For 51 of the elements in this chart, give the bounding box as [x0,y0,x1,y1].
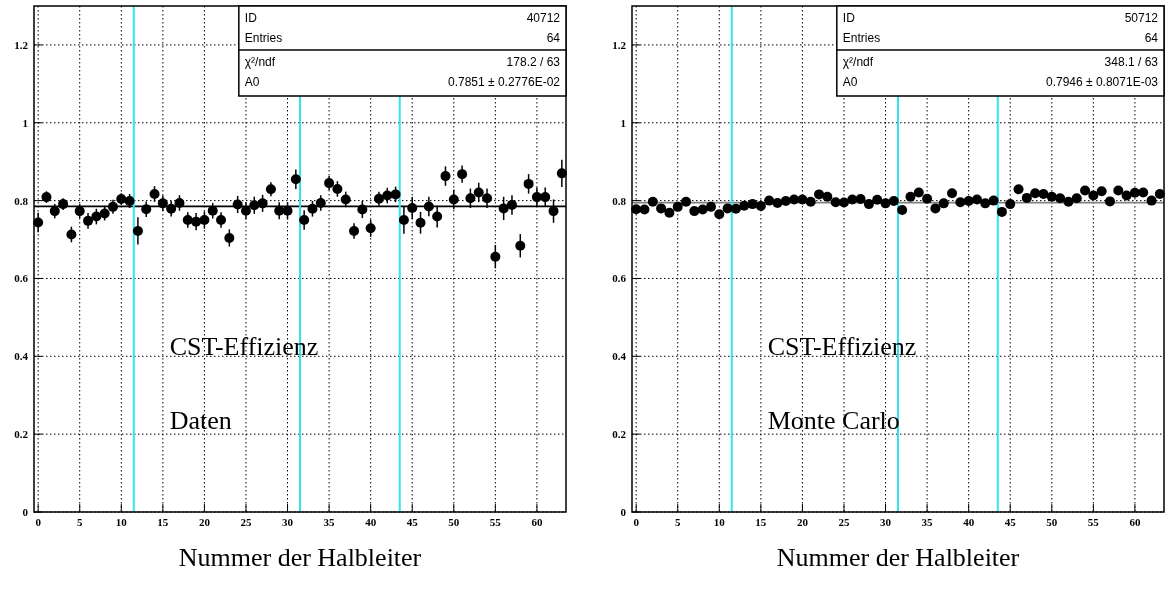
x-tick-label: 10 [713,516,726,528]
y-tick-label: 1 [620,116,626,129]
x-tick-label: 60 [531,516,543,528]
x-axis-title: Nummer der Halbleiter [776,543,1020,572]
y-tick-label: 0.4 [14,350,29,363]
x-tick-label: 30 [880,516,892,528]
y-tick-label: 0.4 [612,350,627,363]
text: Entries 64 [842,31,1158,45]
x-tick-label: 20 [796,516,809,528]
text: χ²/ndf 178.2 / 63 [244,55,560,69]
x-tick-label: 15 [755,516,767,528]
x-tick-label: 50 [1046,516,1058,528]
x-tick-label: 40 [365,516,377,528]
y-tick-label: 0.8 [612,194,627,207]
text: A0 0.7946 ± 0.8071E-03 [842,75,1158,89]
y-tick-label: 1 [22,116,28,129]
x-tick-label: 25 [240,516,252,528]
x-tick-label: 35 [323,516,336,528]
x-tick-label: 0 [633,516,640,528]
y-tick-label: 0.6 [14,272,29,285]
x-axis-title: Nummer der Halbleiter [178,543,422,572]
y-tick-label: 0.6 [612,272,627,285]
x-tick-label: 45 [1004,516,1017,528]
y-tick-label: 0 [22,506,29,518]
y-tick-label: 0.2 [14,428,29,441]
text: A0 0.7851 ± 0.2776E-02 [244,75,560,89]
x-tick-label: 55 [489,516,502,528]
text: Entries 64 [244,31,560,45]
x-tick-label: 50 [448,516,460,528]
x-tick-label: 45 [406,516,419,528]
y-tick-label: 0.8 [14,194,29,207]
y-tick-label: 1.2 [14,38,29,51]
x-tick-label: 0 [35,516,42,528]
y-tick-label: 1.2 [612,38,627,51]
x-tick-label: 25 [838,516,850,528]
text: ID 40712 [244,11,560,25]
text: χ²/ndf 348.1 / 63 [842,55,1158,69]
x-tick-label: 20 [198,516,211,528]
x-tick-label: 5 [76,516,83,528]
x-tick-label: 60 [1129,516,1141,528]
y-tick-label: 0.2 [612,428,627,441]
x-tick-label: 55 [1087,516,1100,528]
annotation: Daten [169,405,232,435]
x-tick-label: 15 [157,516,169,528]
x-tick-label: 30 [282,516,294,528]
x-tick-label: 40 [963,516,975,528]
x-tick-label: 35 [921,516,934,528]
text: ID 50712 [842,11,1158,25]
x-tick-label: 5 [674,516,681,528]
y-tick-label: 0 [620,506,627,518]
x-tick-label: 10 [115,516,128,528]
